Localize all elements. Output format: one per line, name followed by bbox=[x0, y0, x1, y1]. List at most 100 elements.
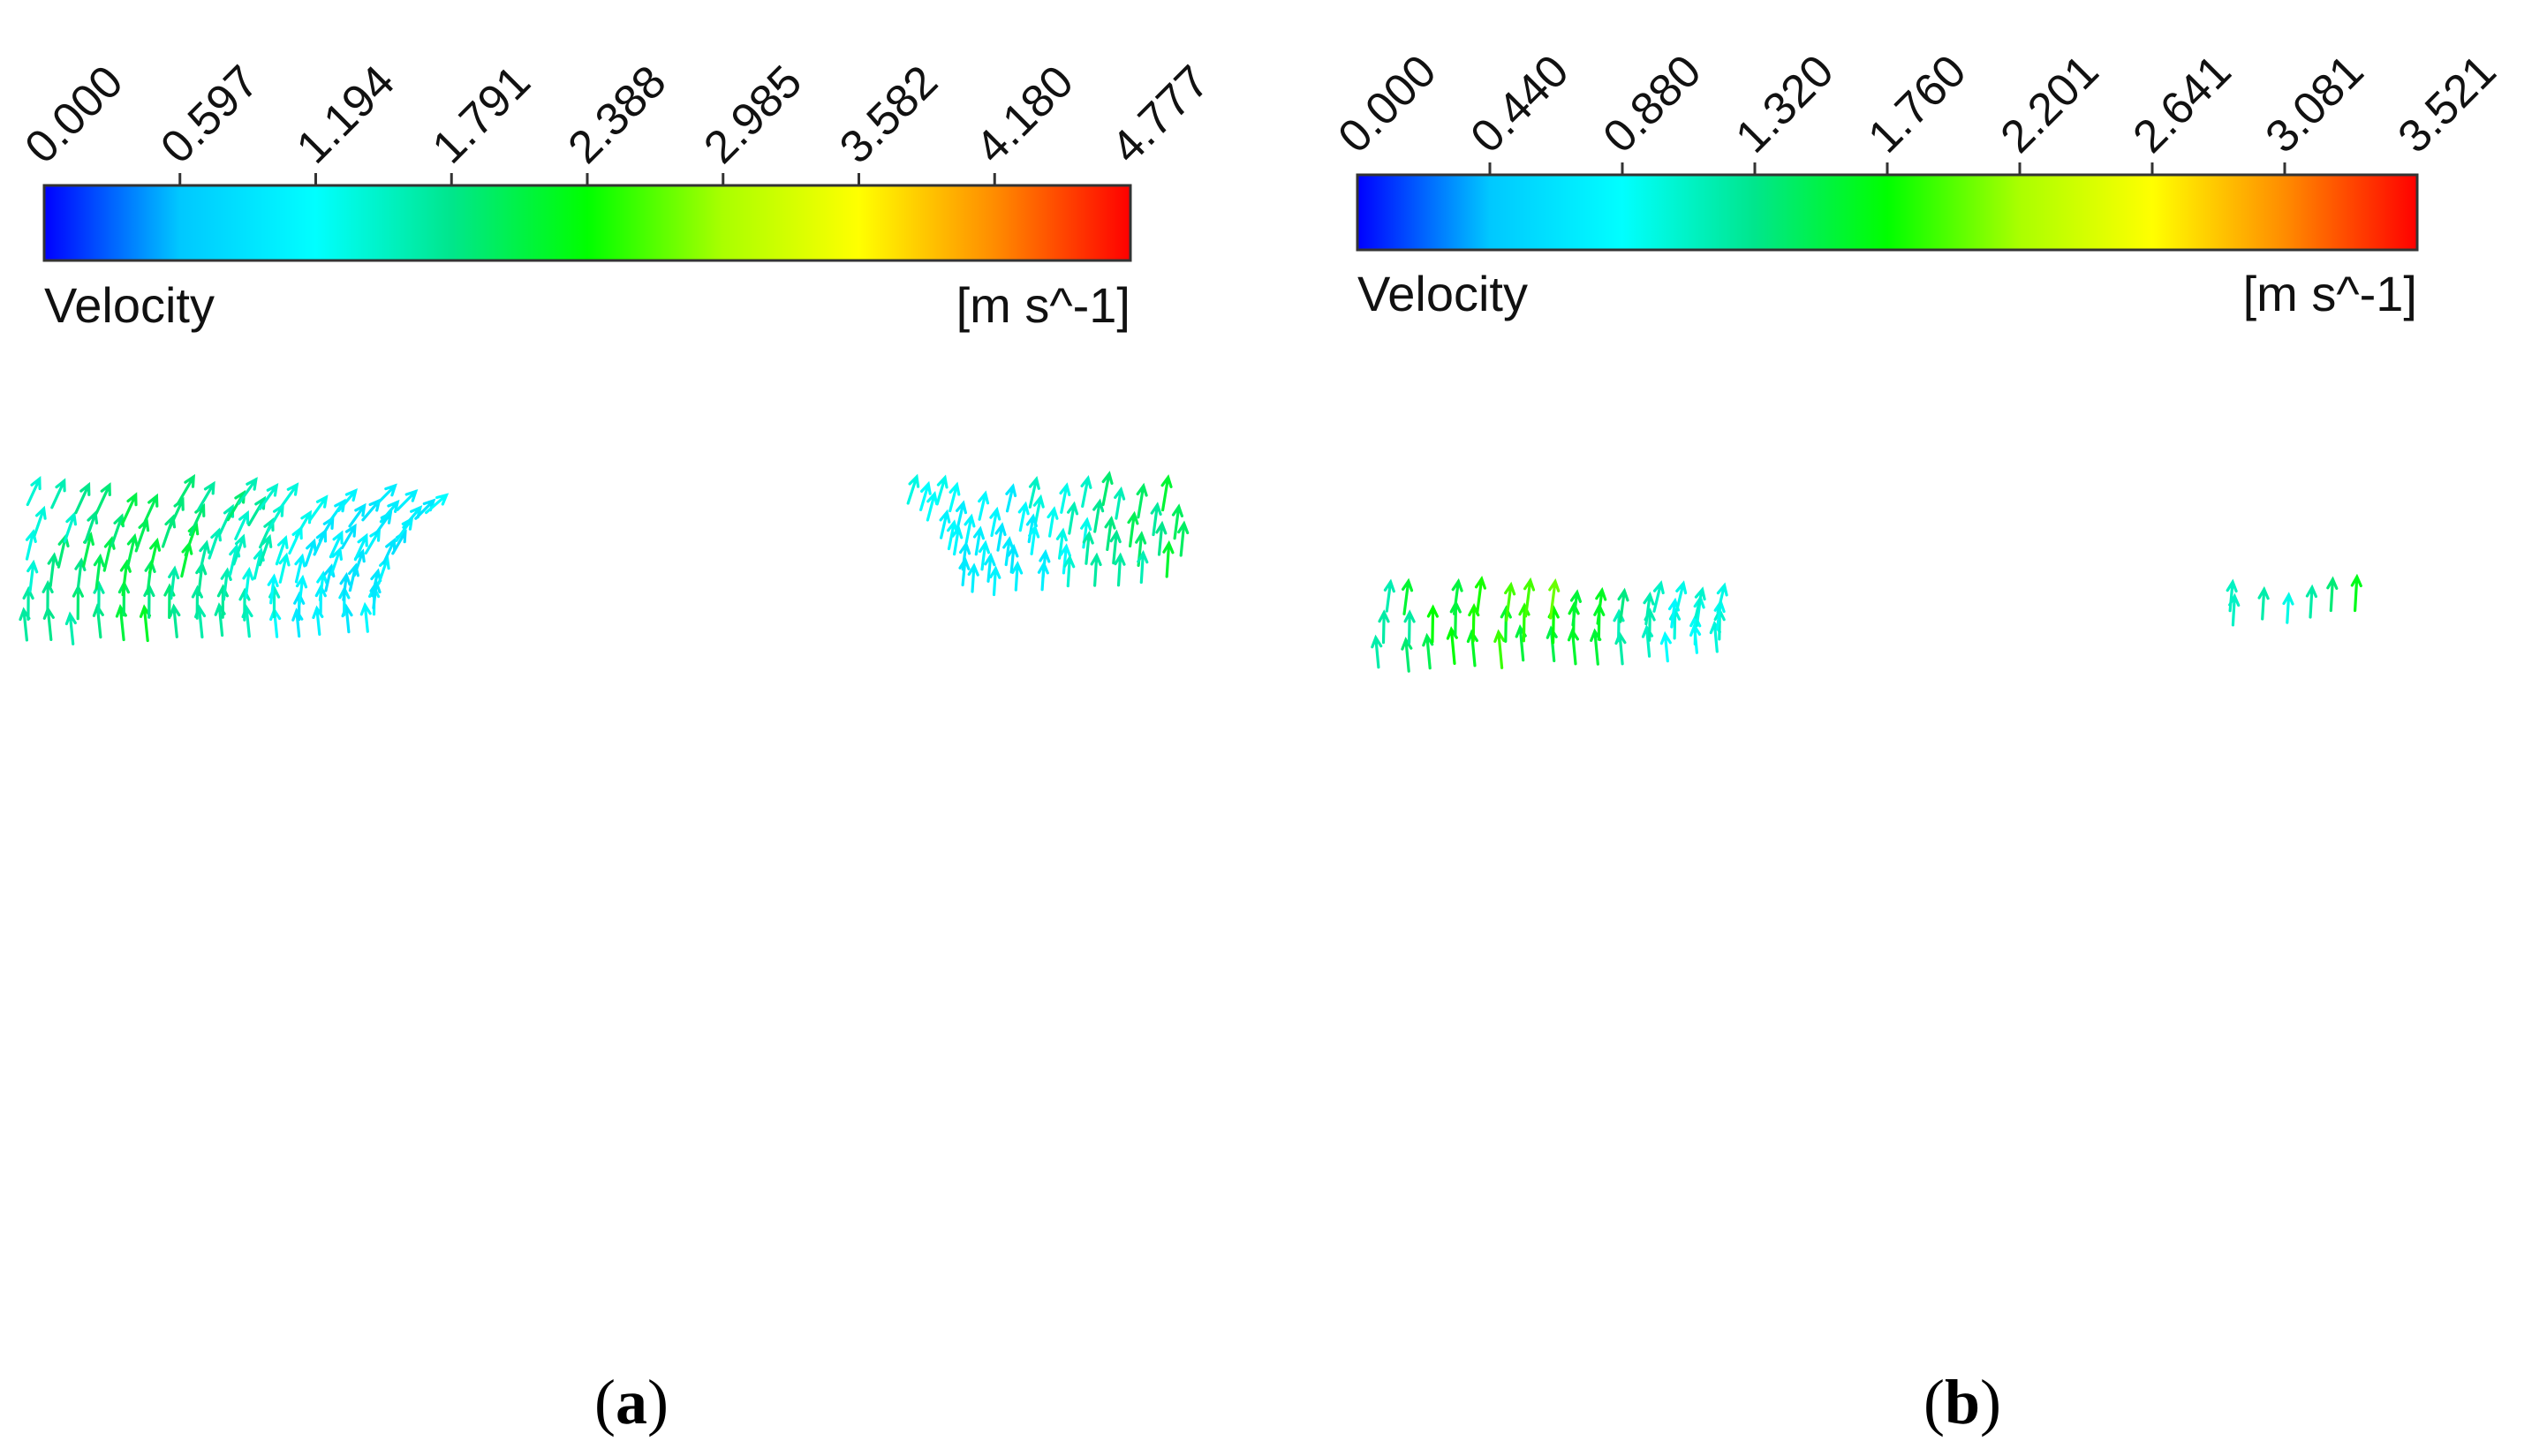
velocity-arrow-b bbox=[1523, 577, 1536, 618]
velocity-arrow-a bbox=[33, 505, 47, 537]
velocity-arrow-a bbox=[1177, 520, 1190, 557]
velocity-arrow-a bbox=[294, 553, 306, 584]
velocity-arrow-b bbox=[2228, 592, 2241, 627]
velocity-arrow-a bbox=[353, 532, 368, 562]
velocity-arrow-a bbox=[93, 580, 105, 615]
velocity-arrow-a bbox=[1025, 513, 1038, 544]
velocity-arrow-a bbox=[22, 585, 34, 621]
colorbar-a-frame bbox=[42, 184, 1132, 262]
velocity-arrow-a bbox=[258, 482, 279, 510]
velocity-arrow-b bbox=[1401, 637, 1413, 673]
velocity-arrow-a bbox=[906, 473, 920, 505]
velocity-arrow-a bbox=[220, 567, 232, 601]
velocity-arrow-a bbox=[232, 533, 246, 566]
velocity-arrow-b bbox=[2282, 592, 2294, 624]
velocity-arrow-a bbox=[279, 482, 299, 509]
velocity-arrow-a bbox=[956, 500, 967, 530]
velocity-arrow-a bbox=[1063, 554, 1076, 588]
velocity-arrow-b bbox=[2326, 576, 2339, 613]
colorbar-b-frame bbox=[1356, 173, 2419, 252]
colorbar-b-tick-label: 1.320 bbox=[1726, 45, 1843, 162]
velocity-arrow-b bbox=[1716, 582, 1728, 615]
velocity-arrow-a bbox=[1037, 560, 1049, 592]
velocity-arrow-a bbox=[168, 565, 180, 600]
velocity-arrow-a bbox=[1082, 530, 1094, 565]
velocity-arrow-a bbox=[958, 556, 971, 587]
velocity-arrow-a bbox=[176, 473, 195, 506]
velocity-arrow-a bbox=[984, 552, 996, 583]
velocity-arrow-a bbox=[267, 503, 284, 532]
colorbar-a: 0.000 0.597 1.194 1.791 2.388 2.985 3.582 4.180… bbox=[15, 56, 1219, 333]
velocity-arrow-a bbox=[50, 478, 66, 509]
velocity-arrow-a bbox=[964, 513, 976, 544]
velocity-arrow-a bbox=[291, 607, 304, 638]
velocity-arrow-a bbox=[329, 530, 344, 559]
velocity-arrow-a bbox=[93, 553, 105, 590]
velocity-arrow-a bbox=[1028, 524, 1040, 555]
velocity-arrow-a bbox=[379, 499, 400, 524]
velocity-arrow-a bbox=[329, 547, 343, 576]
velocity-arrow-a bbox=[1171, 503, 1183, 540]
velocity-arrow-a bbox=[972, 525, 985, 556]
colorbar-b-ticklabels: 0.000 0.440 0.880 1.320 1.760 2.201 2.641 3.081… bbox=[1328, 45, 2505, 162]
colorbar-a-tick-label: 3.582 bbox=[830, 56, 948, 173]
colorbar-a-tick-label: 0.597 bbox=[151, 56, 268, 173]
velocity-arrow-a bbox=[308, 494, 329, 521]
velocity-arrow-a bbox=[994, 522, 1007, 552]
velocity-arrow-a bbox=[374, 510, 393, 536]
velocity-arrow-a bbox=[1080, 474, 1092, 508]
velocity-arrow-a bbox=[1136, 482, 1148, 519]
velocity-arrow-b bbox=[1422, 632, 1434, 670]
velocity-arrow-b bbox=[1595, 586, 1607, 625]
velocity-arrow-a bbox=[234, 509, 250, 540]
velocity-arrow-a bbox=[304, 538, 317, 567]
velocity-arrow-a bbox=[42, 579, 54, 615]
panel-label-b: (b) bbox=[1923, 1367, 2001, 1437]
velocity-arrow-a bbox=[919, 480, 932, 511]
velocity-arrow-b bbox=[1402, 577, 1414, 615]
vector-field-b bbox=[1371, 573, 2362, 673]
velocity-arrow-a bbox=[74, 481, 91, 515]
velocity-arrow-a bbox=[382, 537, 397, 565]
velocity-arrow-b bbox=[2257, 585, 2270, 621]
colorbar-a-tick-label: 2.985 bbox=[694, 56, 812, 173]
velocity-arrow-a bbox=[141, 493, 159, 527]
velocity-arrow-a bbox=[1002, 536, 1015, 567]
velocity-arrow-a bbox=[64, 611, 77, 645]
velocity-arrow-a bbox=[1162, 539, 1175, 578]
velocity-arrow-a bbox=[1047, 506, 1059, 538]
velocity-arrow-a bbox=[1101, 471, 1114, 507]
velocity-arrow-a bbox=[348, 562, 359, 592]
colorbar-a-gradient bbox=[44, 185, 1130, 260]
velocity-arrow-a bbox=[375, 483, 397, 506]
velocity-arrow-b bbox=[2305, 584, 2317, 619]
velocity-arrow-b bbox=[1675, 580, 1688, 612]
velocity-arrow-a bbox=[1059, 482, 1071, 514]
velocity-arrow-a bbox=[247, 495, 267, 526]
velocity-arrow-a bbox=[939, 509, 951, 539]
velocity-arrow-a bbox=[1160, 474, 1173, 512]
velocity-arrow-a bbox=[169, 603, 181, 638]
velocity-arrow-a bbox=[978, 490, 990, 521]
velocity-arrow-a bbox=[935, 474, 949, 506]
velocity-arrow-a bbox=[979, 539, 991, 571]
velocity-arrow-a bbox=[1155, 520, 1168, 556]
velocity-arrow-a bbox=[125, 532, 139, 570]
velocity-arrow-a bbox=[1137, 549, 1149, 585]
velocity-arrow-a bbox=[294, 509, 312, 539]
velocity-arrow-b bbox=[2350, 573, 2362, 613]
velocity-arrow-b bbox=[1652, 580, 1665, 613]
colorbar-a-tick-label: 4.777 bbox=[1101, 56, 1219, 173]
colorbar-a-tick-label: 1.791 bbox=[423, 56, 540, 173]
velocity-arrow-a bbox=[1104, 515, 1116, 551]
velocity-arrow-b bbox=[1378, 609, 1390, 645]
velocity-arrow-a bbox=[989, 565, 1001, 597]
velocity-arrow-a bbox=[340, 523, 357, 550]
colorbar-b-title: Velocity bbox=[1357, 266, 1528, 321]
velocity-arrow-b bbox=[1371, 634, 1383, 669]
velocity-arrow-b bbox=[1617, 587, 1629, 623]
colorbar-a-tick-label: 4.180 bbox=[966, 56, 1084, 173]
velocity-arrow-a bbox=[989, 506, 1001, 538]
velocity-arrow-a bbox=[1090, 552, 1102, 587]
velocity-arrow-a bbox=[1011, 561, 1024, 592]
